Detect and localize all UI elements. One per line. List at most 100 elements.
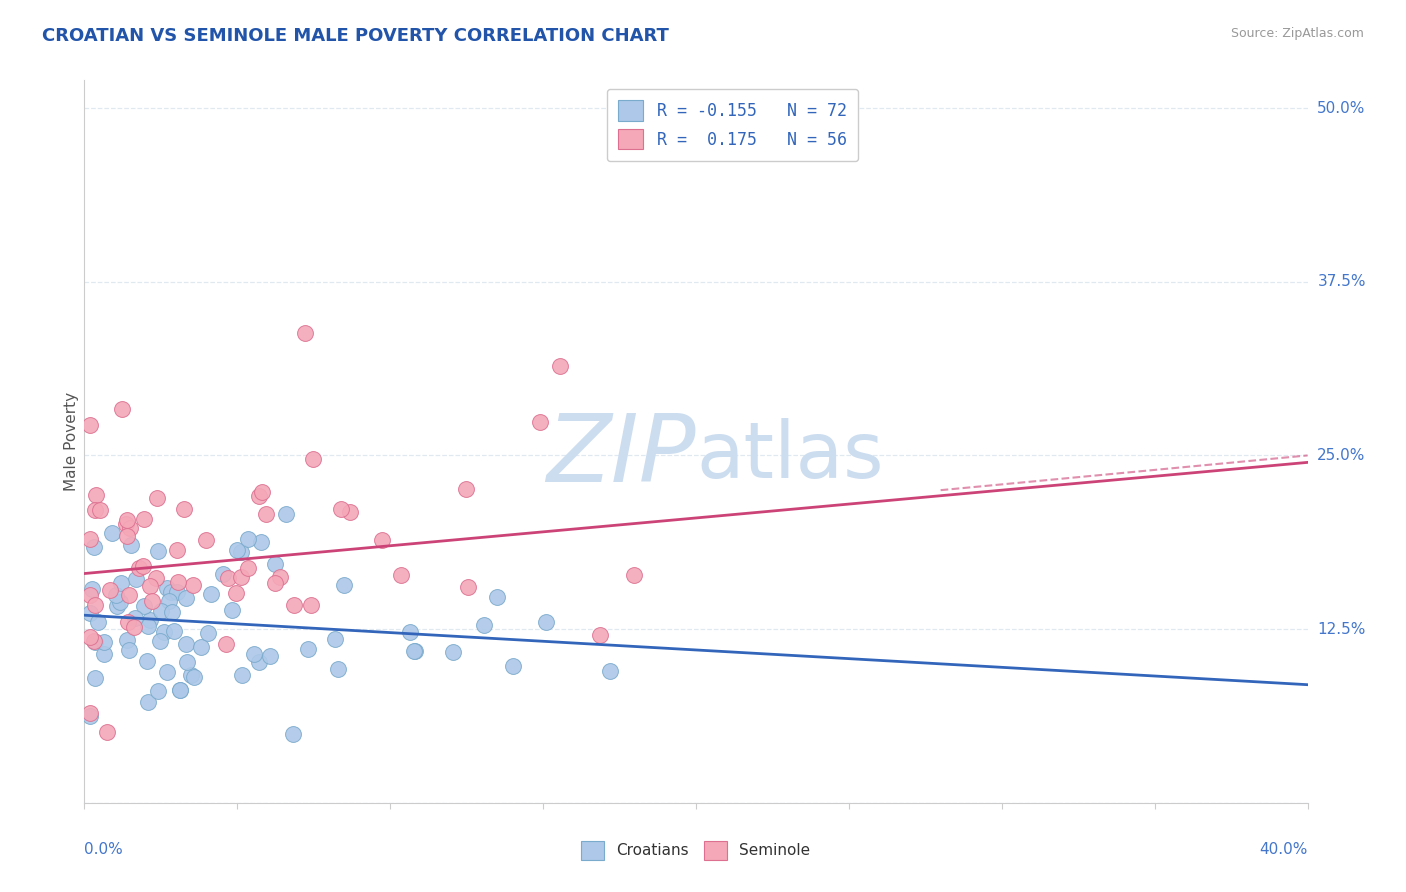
- Text: 50.0%: 50.0%: [1317, 101, 1365, 116]
- Point: [247, 655, 270, 669]
- Point: [104, 588, 127, 602]
- Point: [105, 599, 128, 614]
- Point: [166, 543, 188, 558]
- Point: [86, 615, 108, 629]
- Point: [118, 642, 141, 657]
- Point: [117, 529, 139, 543]
- Point: [146, 491, 169, 505]
- Point: [176, 655, 198, 669]
- Point: [211, 566, 233, 581]
- Point: [323, 632, 346, 646]
- Point: [157, 594, 180, 608]
- Point: [181, 578, 204, 592]
- Point: [534, 615, 557, 629]
- Point: [138, 579, 160, 593]
- Point: [238, 532, 260, 546]
- Point: [139, 613, 162, 627]
- Point: [264, 557, 287, 571]
- Point: [236, 560, 259, 574]
- Point: [225, 586, 247, 600]
- Point: [79, 532, 101, 546]
- Point: [550, 359, 572, 374]
- Point: [301, 451, 323, 466]
- Point: [326, 662, 349, 676]
- Point: [156, 581, 179, 595]
- Point: [502, 659, 524, 673]
- Point: [128, 561, 150, 575]
- Point: [160, 584, 183, 599]
- Point: [93, 635, 115, 649]
- Point: [247, 490, 270, 504]
- Point: [83, 633, 105, 648]
- Point: [254, 508, 277, 522]
- Point: [162, 605, 184, 619]
- Point: [243, 647, 266, 661]
- Point: [110, 595, 132, 609]
- Point: [299, 598, 322, 612]
- Point: [197, 626, 219, 640]
- Point: [274, 507, 297, 521]
- Text: 25.0%: 25.0%: [1317, 448, 1365, 463]
- Text: ZIP: ZIP: [547, 410, 696, 501]
- Point: [166, 584, 188, 599]
- Point: [183, 670, 205, 684]
- Point: [122, 620, 145, 634]
- Point: [136, 695, 159, 709]
- Point: [124, 611, 146, 625]
- Point: [200, 587, 222, 601]
- Point: [231, 570, 253, 584]
- Legend: Croatians, Seminole: Croatians, Seminole: [574, 833, 818, 867]
- Point: [194, 533, 217, 547]
- Point: [149, 603, 172, 617]
- Point: [623, 568, 645, 582]
- Point: [180, 668, 202, 682]
- Point: [297, 642, 319, 657]
- Point: [399, 624, 422, 639]
- Text: 37.5%: 37.5%: [1317, 274, 1365, 289]
- Point: [132, 558, 155, 573]
- Point: [111, 402, 134, 417]
- Point: [84, 503, 107, 517]
- Point: [98, 583, 121, 598]
- Point: [93, 648, 115, 662]
- Point: [152, 624, 174, 639]
- Point: [472, 617, 495, 632]
- Point: [115, 513, 138, 527]
- Point: [169, 683, 191, 698]
- Point: [167, 575, 190, 590]
- Point: [79, 630, 101, 644]
- Point: [134, 599, 156, 613]
- Point: [141, 594, 163, 608]
- Point: [215, 637, 238, 651]
- Point: [599, 664, 621, 678]
- Point: [114, 516, 136, 531]
- Point: [134, 512, 156, 526]
- Point: [79, 709, 101, 723]
- Point: [84, 635, 107, 649]
- Point: [117, 615, 139, 629]
- Y-axis label: Male Poverty: Male Poverty: [63, 392, 79, 491]
- Point: [589, 628, 612, 642]
- Point: [146, 544, 169, 558]
- Point: [118, 588, 141, 602]
- Text: Source: ZipAtlas.com: Source: ZipAtlas.com: [1230, 27, 1364, 40]
- Point: [329, 501, 352, 516]
- Point: [263, 575, 285, 590]
- Text: atlas: atlas: [696, 418, 883, 494]
- Point: [457, 580, 479, 594]
- Point: [174, 591, 197, 605]
- Point: [283, 599, 305, 613]
- Point: [169, 682, 191, 697]
- Point: [80, 582, 103, 596]
- Point: [146, 684, 169, 698]
- Point: [281, 727, 304, 741]
- Point: [250, 485, 273, 500]
- Point: [371, 533, 394, 547]
- Point: [83, 671, 105, 685]
- Point: [269, 570, 291, 584]
- Point: [79, 706, 101, 720]
- Point: [229, 544, 252, 558]
- Point: [136, 654, 159, 668]
- Point: [221, 602, 243, 616]
- Point: [294, 326, 316, 340]
